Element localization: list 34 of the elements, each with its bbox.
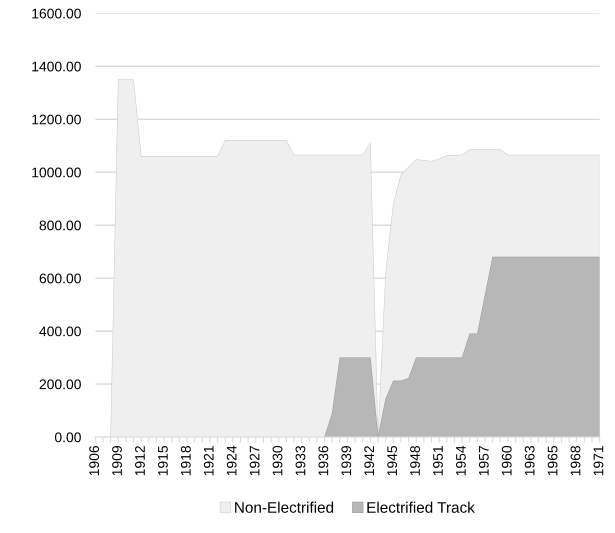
x-tick-label: 1963	[524, 446, 535, 476]
legend-label: Electrified Track	[367, 502, 475, 513]
x-tick-label: 1909	[112, 446, 122, 476]
x-tick-label: 1918	[180, 446, 191, 476]
y-tick-label: 1600.00	[32, 8, 81, 18]
x-tick-label: 1960	[502, 446, 512, 476]
x-tick-label: 1939	[341, 446, 352, 476]
y-tick-label: 1000.00	[32, 168, 81, 178]
x-tick-label: 1930	[272, 446, 282, 476]
y-tick-label: 200.00	[40, 379, 81, 390]
x-tick-label: 1954	[456, 446, 466, 476]
y-tick-label: 600.00	[40, 273, 81, 284]
x-tick-label: 1951	[433, 446, 443, 476]
x-tick-label: 1968	[570, 446, 580, 476]
x-tick-label: 1906	[89, 446, 100, 476]
y-tick-label: 400.00	[39, 326, 81, 336]
x-tick-label: 1933	[296, 446, 306, 476]
y-tick-label: 0.00	[54, 432, 81, 442]
y-tick-label: 1400.00	[32, 62, 81, 72]
x-tick-label: 1957	[478, 446, 489, 476]
x-tick-label: 1971	[594, 446, 604, 476]
x-tick-label: 1948	[410, 446, 420, 476]
x-tick-label: 1921	[204, 446, 214, 476]
legend-label: Non-Electrified	[235, 502, 334, 513]
x-tick-label: 1965	[548, 446, 558, 476]
x-tick-label: 1912	[135, 446, 145, 476]
x-tick-label: 1936	[318, 446, 328, 476]
x-tick-label: 1915	[158, 446, 168, 476]
y-tick-label: 1200.00	[32, 114, 81, 124]
x-tick-label: 1924	[226, 446, 237, 476]
x-tick-label: 1942	[364, 446, 374, 476]
x-tick-label: 1927	[250, 446, 260, 476]
y-tick-label: 800.00	[40, 220, 81, 230]
x-tick-label: 1945	[387, 446, 398, 476]
